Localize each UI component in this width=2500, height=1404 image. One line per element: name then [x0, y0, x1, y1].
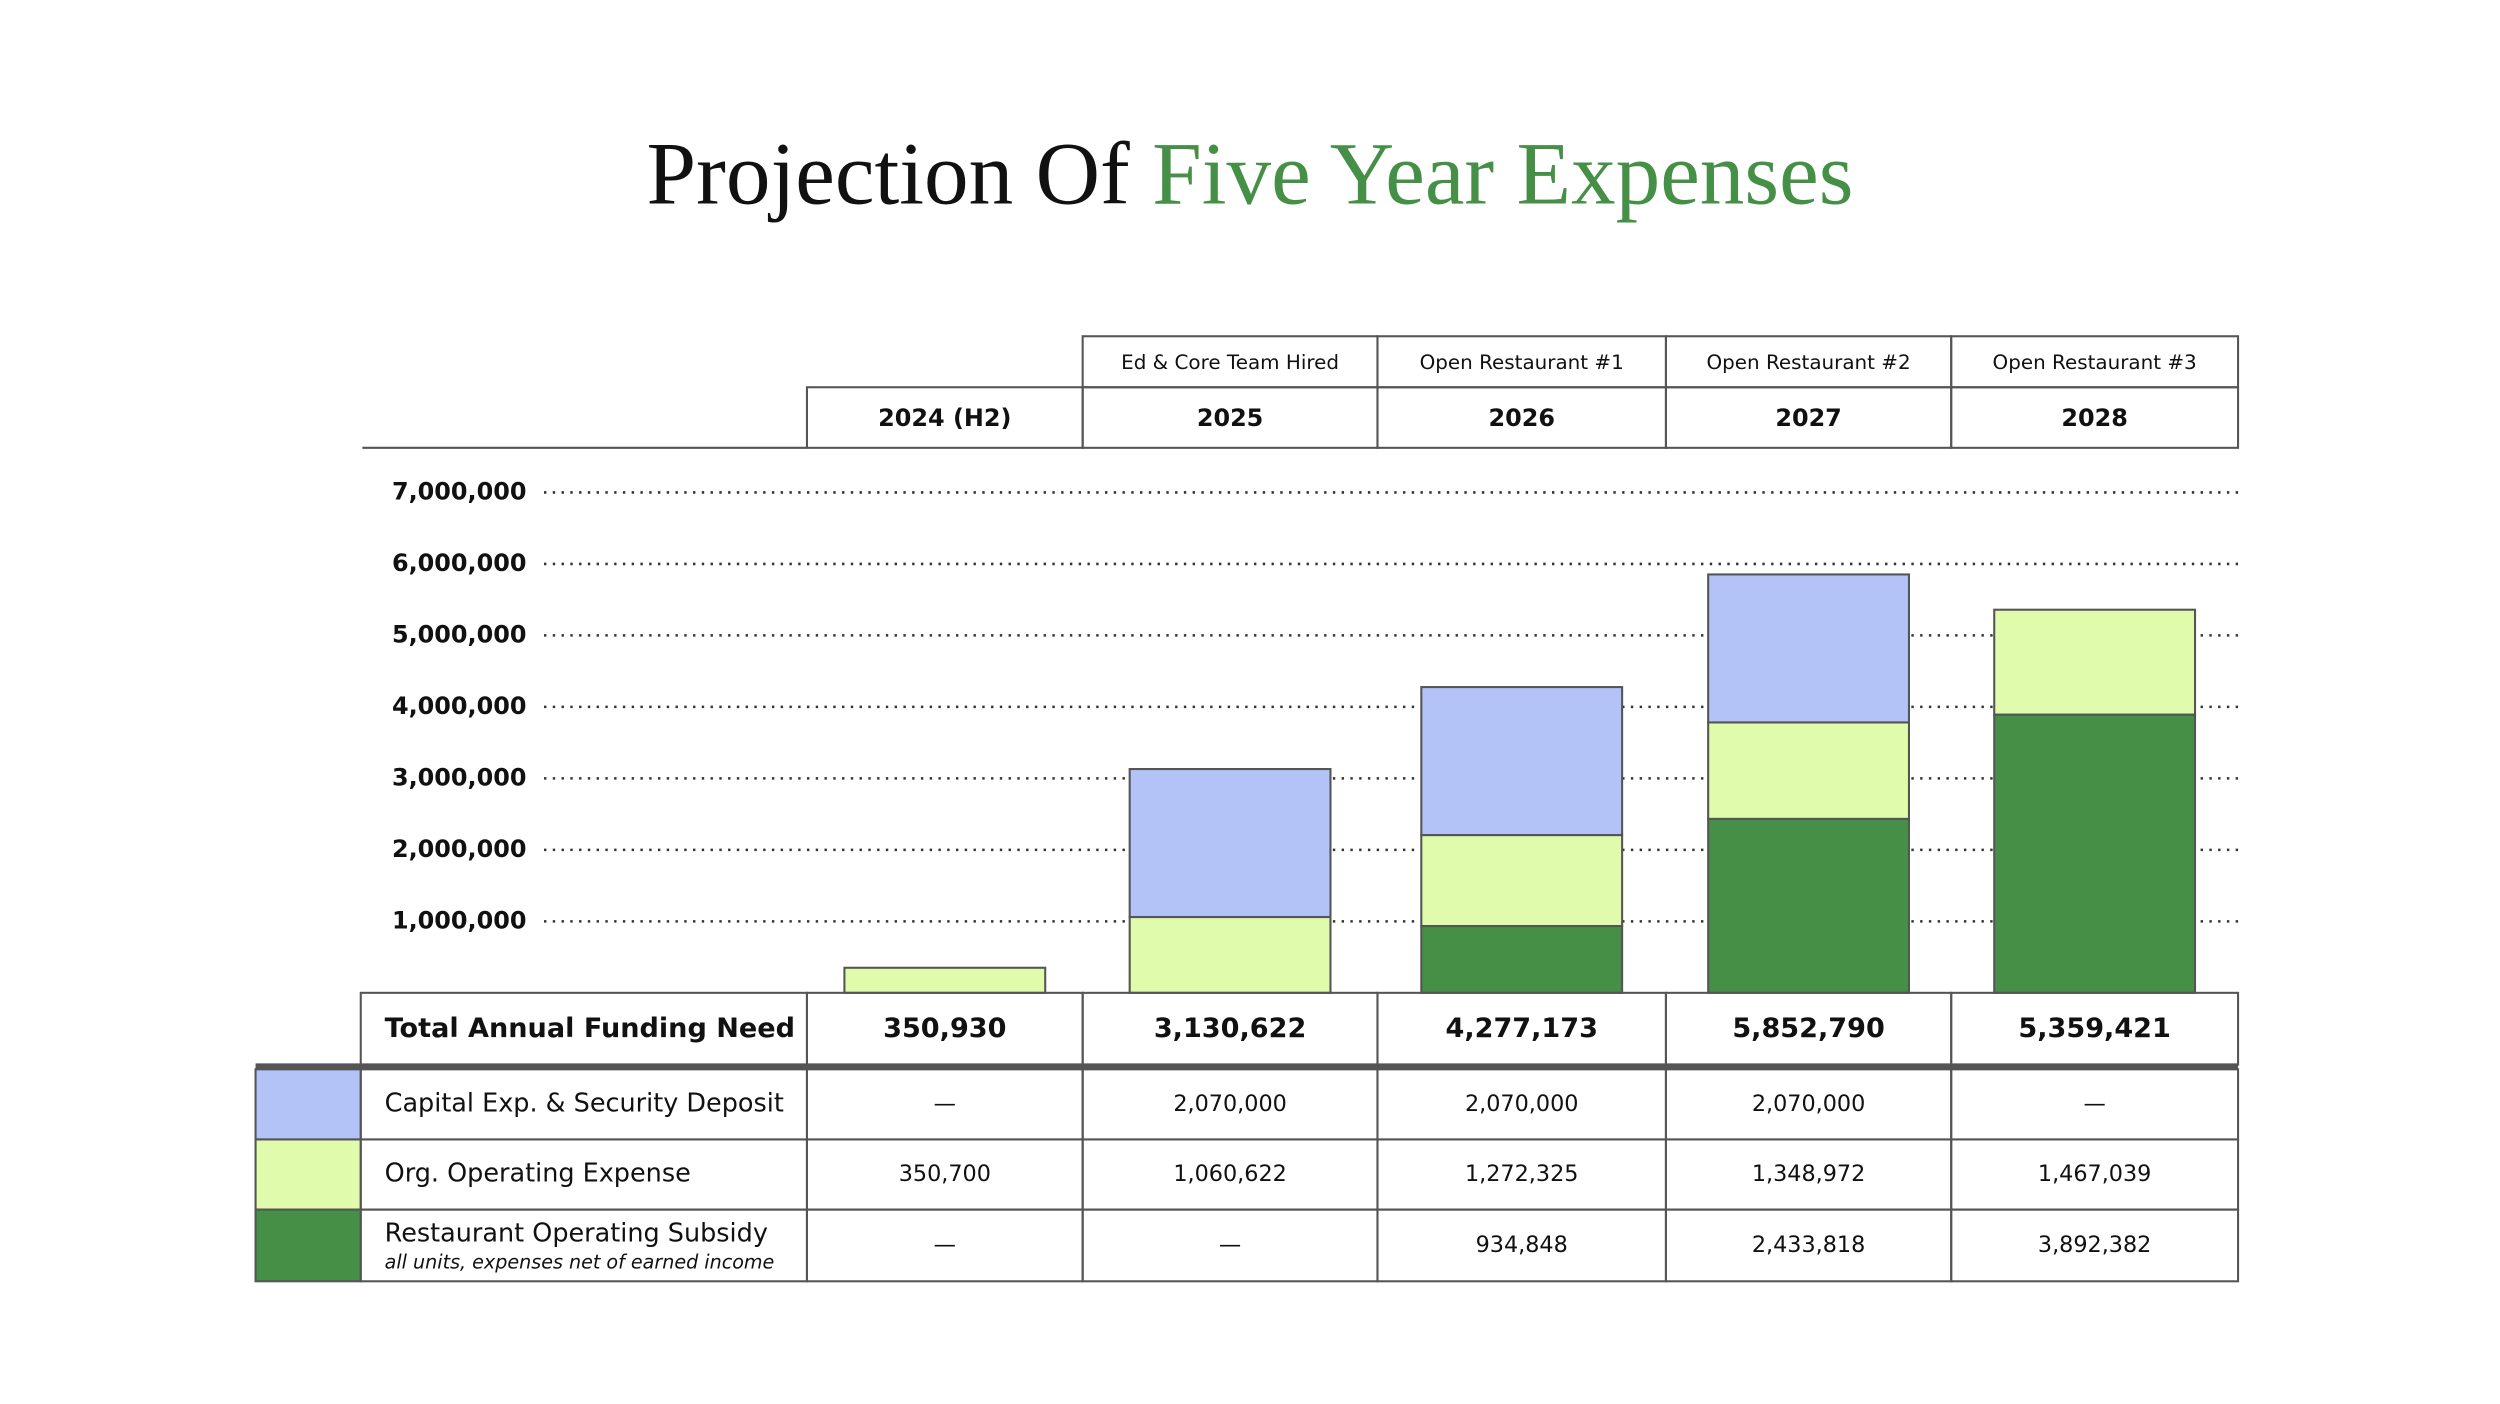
value-label: 1,272,325 [1465, 1161, 1578, 1187]
y-tick-label: 7,000,000 [392, 477, 527, 505]
bar-segment [1707, 817, 1911, 994]
value-cell [1950, 1208, 2240, 1283]
value-label: 1,467,039 [2038, 1161, 2151, 1187]
bar-segment [1128, 768, 1332, 919]
value-label: 3,892,382 [2038, 1232, 2151, 1258]
total-value: 4,277,173 [1445, 1013, 1597, 1044]
year-label: 2025 [1197, 404, 1264, 432]
total-label: Total Annual Funding Need [385, 1013, 795, 1044]
total-value: 5,359,421 [2018, 1013, 2170, 1044]
value-label: 934,848 [1476, 1232, 1568, 1258]
value-label: 1,348,972 [1752, 1161, 1865, 1187]
bar-segment [1993, 713, 2197, 994]
value-label: 2,070,000 [1465, 1091, 1578, 1117]
legend-note: all units, expenses net of earned income [385, 1250, 775, 1273]
year-label: 2027 [1775, 404, 1842, 432]
value-label: 2,070,000 [1173, 1091, 1286, 1117]
total-value: 3,130,622 [1154, 1013, 1306, 1044]
y-tick-label: 3,000,000 [392, 763, 527, 791]
bar-segment [1993, 608, 2197, 716]
y-tick-label: 1,000,000 [392, 906, 527, 934]
value-label: 2,070,000 [1752, 1091, 1865, 1117]
legend-label: Org. Operating Expense [385, 1159, 691, 1189]
value-label: — [2083, 1091, 2105, 1117]
title-highlight: Five Year Expenses [1152, 125, 1853, 224]
value-label: 1,060,622 [1173, 1161, 1286, 1187]
legend-swatch [254, 1138, 362, 1211]
value-label: 2,433,818 [1752, 1232, 1865, 1258]
event-label: Ed & Core Team Hired [1121, 351, 1339, 374]
event-label: Open Restaurant #3 [1993, 351, 2197, 374]
event-label: Open Restaurant #2 [1706, 351, 1910, 374]
chart-title: Projection Of Five Year Expenses [646, 125, 1853, 224]
bar-segment [1707, 573, 1911, 724]
event-cell [1950, 335, 2240, 389]
y-tick-label: 4,000,000 [392, 692, 527, 720]
value-label: — [934, 1091, 956, 1117]
value-label: 350,700 [899, 1161, 991, 1187]
y-tick-label: 2,000,000 [392, 835, 527, 863]
year-label: 2028 [2061, 404, 2128, 432]
y-tick-label: 6,000,000 [392, 549, 527, 577]
total-value: 350,930 [883, 1013, 1006, 1044]
total-value: 5,852,790 [1732, 1013, 1884, 1044]
year-label: 2026 [1488, 404, 1555, 432]
bar-segment [1128, 915, 1332, 994]
bar-segment [1707, 721, 1911, 820]
bar-segment [1420, 834, 1624, 928]
year-label: 2024 (H2) [878, 404, 1011, 432]
event-label: Open Restaurant #1 [1420, 351, 1624, 374]
value-label: — [934, 1232, 956, 1258]
bar-segment [843, 966, 1047, 994]
legend-label: Restaurant Operating Subsidy [385, 1218, 768, 1248]
legend-swatch [254, 1208, 362, 1283]
bar-segment [1420, 686, 1624, 837]
y-tick-label: 5,000,000 [392, 620, 527, 648]
legend-swatch [254, 1068, 362, 1141]
bar-segment [1420, 924, 1624, 994]
title-lead: Projection Of [646, 125, 1130, 224]
legend-label: Capital Exp. & Security Deposit [385, 1088, 784, 1118]
value-label: — [1219, 1232, 1241, 1258]
